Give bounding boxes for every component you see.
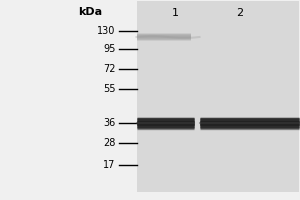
Text: kDa: kDa	[78, 7, 102, 17]
Text: 130: 130	[97, 26, 116, 36]
Text: 2: 2	[236, 8, 244, 18]
Text: 28: 28	[103, 138, 116, 148]
Bar	[136, 1, 298, 192]
Text: 36: 36	[103, 118, 116, 128]
Text: 17: 17	[103, 160, 116, 170]
Text: 1: 1	[172, 8, 179, 18]
Text: 95: 95	[103, 44, 116, 54]
Text: 55: 55	[103, 84, 116, 94]
Text: 72: 72	[103, 64, 116, 74]
